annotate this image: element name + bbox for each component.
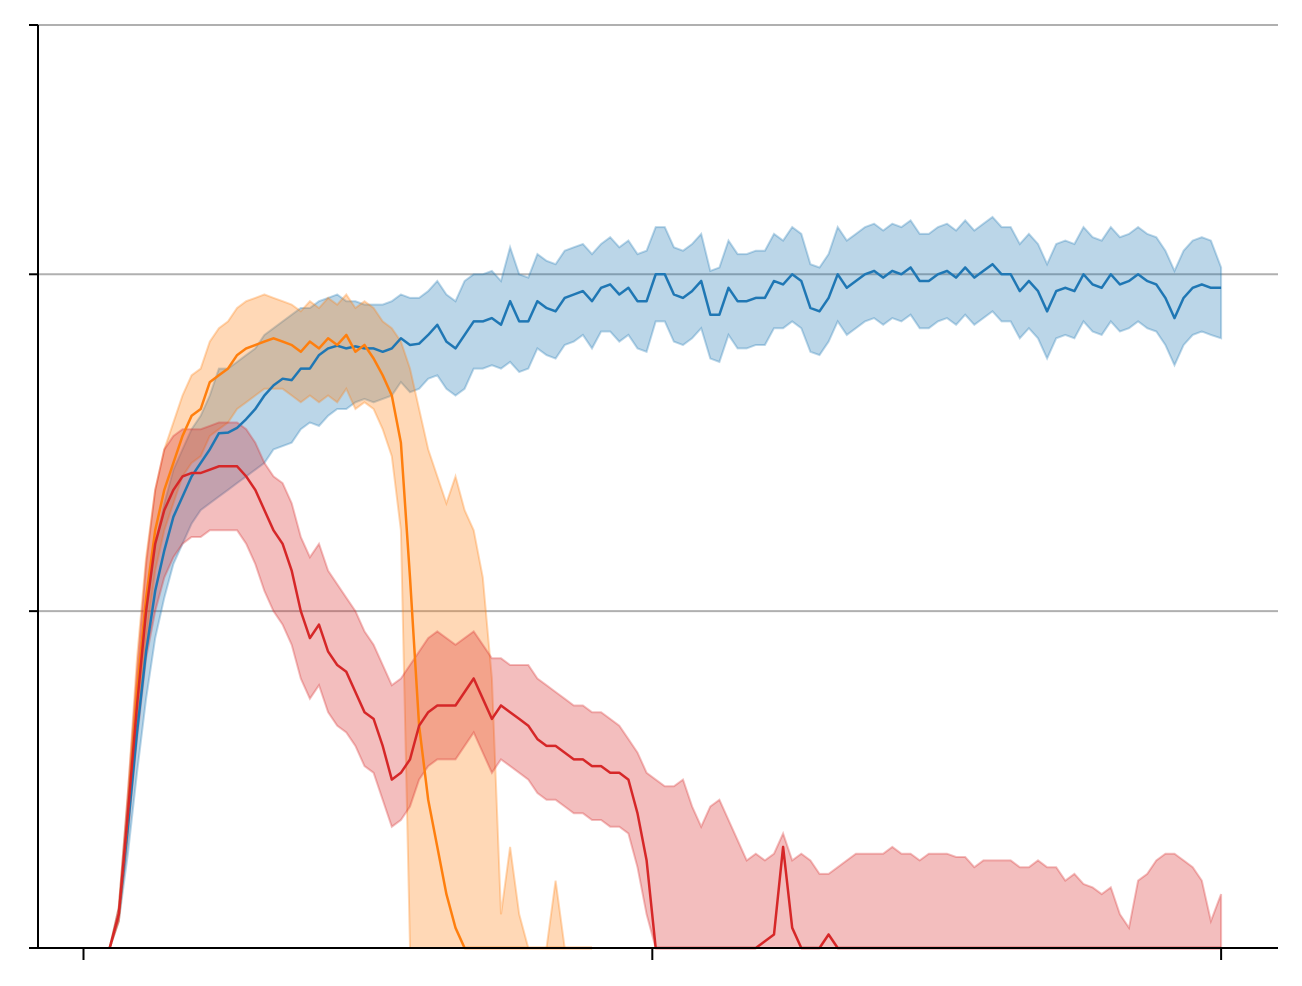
- axis-layer: [29, 24, 1278, 960]
- series-2-band: [108, 421, 1223, 949]
- band-layer: [108, 215, 1223, 949]
- series-0-line: [108, 262, 1222, 949]
- series-0-band: [108, 215, 1223, 949]
